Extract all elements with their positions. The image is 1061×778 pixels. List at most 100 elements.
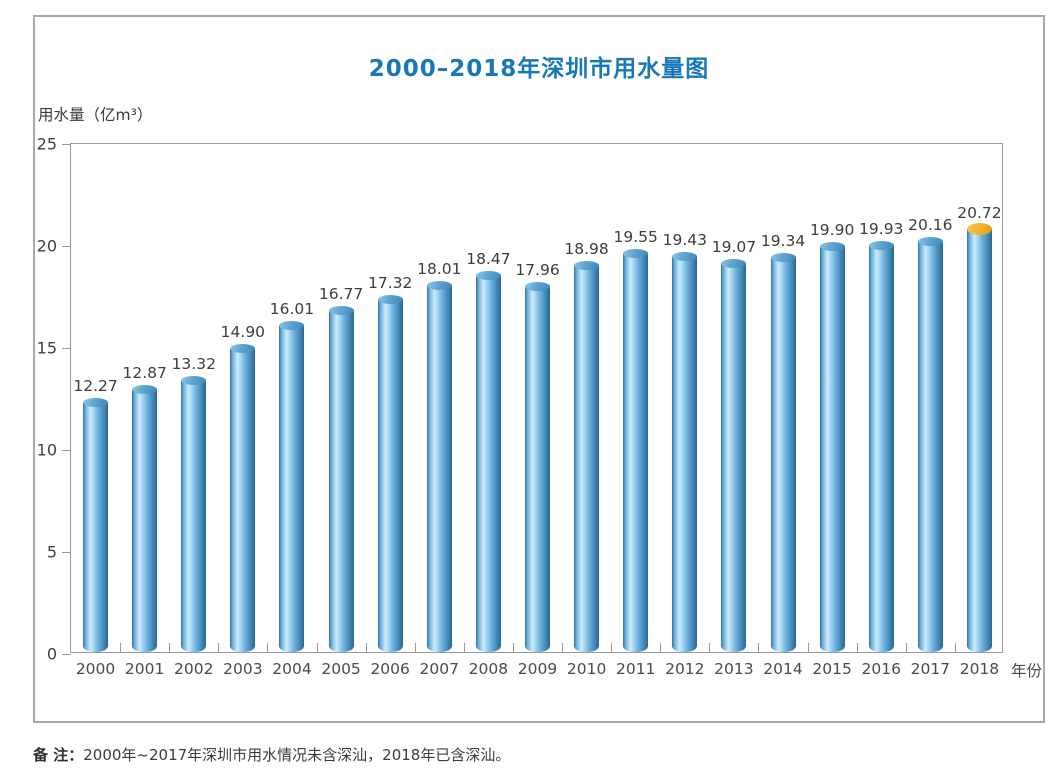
x-axis-tick xyxy=(316,643,318,652)
x-axis-tick xyxy=(954,643,956,652)
bar-cap-highlight xyxy=(966,223,992,236)
bar-value-label: 16.77 xyxy=(318,284,364,303)
y-axis-tick xyxy=(62,551,71,553)
bar-2003 xyxy=(230,344,256,652)
x-axis-tick xyxy=(758,643,760,652)
x-axis-category-label: 2018 xyxy=(959,660,1000,678)
footnote-label: 备 注： xyxy=(33,746,84,764)
bar-cap xyxy=(475,271,501,281)
bar-2004 xyxy=(279,321,305,652)
bar-2002 xyxy=(181,376,207,652)
bar-value-label: 19.34 xyxy=(760,232,806,251)
y-axis-tick xyxy=(62,245,71,247)
bar-value-label: 13.32 xyxy=(171,355,216,374)
bar-value-label: 20.72 xyxy=(957,204,1002,223)
bar-value-label: 19.43 xyxy=(662,230,707,249)
x-axis-category-label: 2015 xyxy=(812,660,852,678)
x-axis-category-label: 2001 xyxy=(124,660,165,678)
x-axis-tick xyxy=(120,643,122,652)
plot-area: 0 5 10 15 20 25 12.27 2000 12.87 2001 13.32 2002 14.… xyxy=(37,135,1003,678)
bar-cap xyxy=(672,251,698,261)
bar-2016 xyxy=(868,241,894,652)
x-axis-category-label: 2005 xyxy=(321,660,361,678)
x-axis-category-label: 2008 xyxy=(468,660,509,678)
bar-cap xyxy=(574,260,600,270)
bar-cap xyxy=(917,236,943,246)
y-axis-tick xyxy=(62,347,71,349)
x-axis-tick xyxy=(512,643,514,652)
chart-border-box: 2000–2018年深圳市用水量图 用水量（亿m³） 0 5 10 15 20 25 12.… xyxy=(33,15,1045,723)
bar-value-label: 14.90 xyxy=(220,323,266,342)
x-axis-tick xyxy=(660,643,662,652)
bar-cap xyxy=(721,258,747,268)
bar-cap xyxy=(83,397,109,407)
bar-2009 xyxy=(525,281,550,652)
x-axis-tick xyxy=(365,643,367,652)
x-axis-category-label: 2002 xyxy=(174,660,214,678)
bar-cap xyxy=(279,321,305,331)
x-axis-tick xyxy=(807,643,809,652)
bar-2006 xyxy=(377,294,403,652)
y-axis-tick xyxy=(62,449,71,451)
y-axis-tick-label: 25 xyxy=(36,134,57,154)
x-axis-tick xyxy=(905,643,907,652)
bar-cap xyxy=(132,385,158,395)
bar-value-label: 17.96 xyxy=(515,260,560,279)
bar-2018 xyxy=(966,223,992,652)
bar-value-label: 18.47 xyxy=(466,250,511,269)
bar-cap xyxy=(230,344,256,354)
y-axis-tick-label: 10 xyxy=(36,440,57,460)
bar-2012 xyxy=(672,251,698,652)
bar-2010 xyxy=(574,260,600,652)
x-axis-category-label: 2014 xyxy=(763,660,803,678)
x-axis-tick xyxy=(611,643,613,652)
bar-2017 xyxy=(917,236,943,652)
y-axis-tick-label: 20 xyxy=(36,236,57,256)
x-axis-category-label: 2007 xyxy=(419,660,460,678)
bar-cap xyxy=(377,294,403,304)
x-axis-tick xyxy=(562,643,564,652)
bar-cap xyxy=(623,249,649,259)
x-axis-tick xyxy=(856,643,858,652)
bar-value-label: 18.98 xyxy=(564,239,609,258)
bar-cap xyxy=(181,376,207,386)
y-axis-title: 用水量（亿m³） xyxy=(38,106,153,124)
x-axis-category-label: 2016 xyxy=(861,660,901,678)
footnote: 备 注：2000年~2017年深圳市用水情况未含深汕，2018年已含深汕。 xyxy=(33,744,510,765)
x-axis-tick xyxy=(709,643,711,652)
bar-value-label: 19.90 xyxy=(809,221,855,240)
chart-title: 2000–2018年深圳市用水量图 xyxy=(368,56,710,82)
x-axis-tick xyxy=(267,643,269,652)
bar-value-label: 19.55 xyxy=(613,228,658,247)
footnote-text: 2000年~2017年深圳市用水情况未含深汕，2018年已含深汕。 xyxy=(83,746,511,764)
bar-2015 xyxy=(819,242,845,652)
x-axis-tick xyxy=(414,643,416,652)
y-axis-tick-label: 0 xyxy=(46,644,57,664)
y-axis-tick-label: 15 xyxy=(36,338,57,358)
y-axis-tick-label: 5 xyxy=(46,542,57,562)
bar-value-label: 12.87 xyxy=(122,364,167,383)
bar-2011 xyxy=(623,249,649,652)
bar-2000 xyxy=(83,397,109,652)
x-axis-tick xyxy=(463,643,465,652)
x-axis-tick xyxy=(218,643,220,652)
x-axis-title: 年份 xyxy=(1011,662,1043,680)
x-axis-category-label: 2011 xyxy=(615,660,656,678)
bar-2001 xyxy=(132,385,158,652)
x-axis-category-label: 2003 xyxy=(223,660,263,678)
x-axis-category-label: 2004 xyxy=(272,660,312,678)
x-axis-category-label: 2006 xyxy=(370,660,410,678)
bar-value-label: 17.32 xyxy=(367,273,413,292)
bar-cap xyxy=(426,280,452,290)
bar-cap xyxy=(868,241,894,251)
bar-value-label: 16.01 xyxy=(269,300,315,319)
x-axis-category-label: 2013 xyxy=(714,660,754,678)
bar-value-label: 19.93 xyxy=(859,220,904,239)
x-axis-category-label: 2010 xyxy=(566,660,607,678)
y-axis-tick xyxy=(62,653,71,655)
x-axis-category-label: 2009 xyxy=(517,660,558,678)
bar-2005 xyxy=(328,305,354,652)
bar-value-label: 19.07 xyxy=(711,237,757,256)
bar-cap xyxy=(328,305,354,315)
